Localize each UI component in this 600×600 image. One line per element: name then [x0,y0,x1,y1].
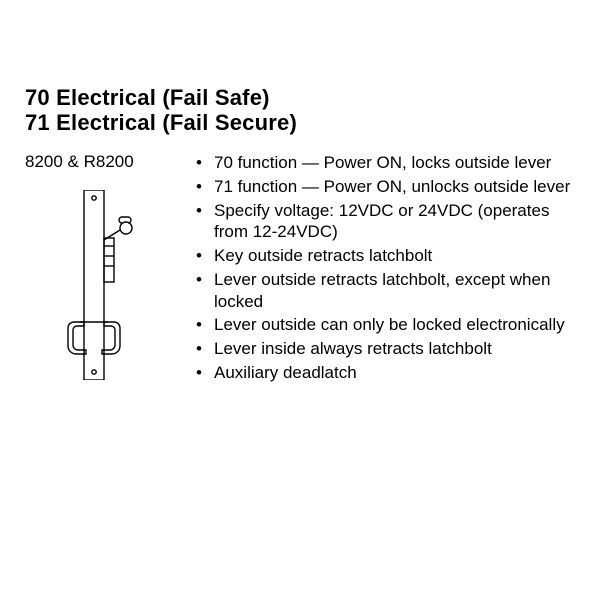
bullet-text: Lever outside retracts latchbolt, except… [214,270,550,311]
feature-bullet-list: 70 function — Power ON, locks outside le… [196,152,576,386]
page-title: 70 Electrical (Fail Safe) 71 Electrical … [25,85,297,136]
page: 70 Electrical (Fail Safe) 71 Electrical … [0,0,600,600]
bullet-text: Specify voltage: 12VDC or 24VDC (operate… [214,201,549,242]
bullet-text: 70 function — Power ON, locks outside le… [214,153,551,172]
bullet-text: Key outside retracts latchbolt [214,246,432,265]
lock-diagram-svg [50,190,150,380]
bullet-text: Lever outside can only be locked electro… [214,315,565,334]
list-item: Lever outside can only be locked electro… [196,314,576,338]
bullet-text: Auxiliary deadlatch [214,363,357,382]
list-item: Specify voltage: 12VDC or 24VDC (operate… [196,200,576,246]
title-line-2: 71 Electrical (Fail Secure) [25,110,297,135]
list-item: Lever outside retracts latchbolt, except… [196,269,576,315]
lock-diagram [50,190,150,380]
list-item: Lever inside always retracts latchbolt [196,338,576,362]
list-item: Auxiliary deadlatch [196,362,576,386]
list-item: 70 function — Power ON, locks outside le… [196,152,576,176]
list-item: 71 function — Power ON, unlocks outside … [196,176,576,200]
title-line-1: 70 Electrical (Fail Safe) [25,85,270,110]
bullet-text: Lever inside always retracts latchbolt [214,339,492,358]
list-item: Key outside retracts latchbolt [196,245,576,269]
bullet-text: 71 function — Power ON, unlocks outside … [214,177,570,196]
model-subheading: 8200 & R8200 [25,152,134,172]
